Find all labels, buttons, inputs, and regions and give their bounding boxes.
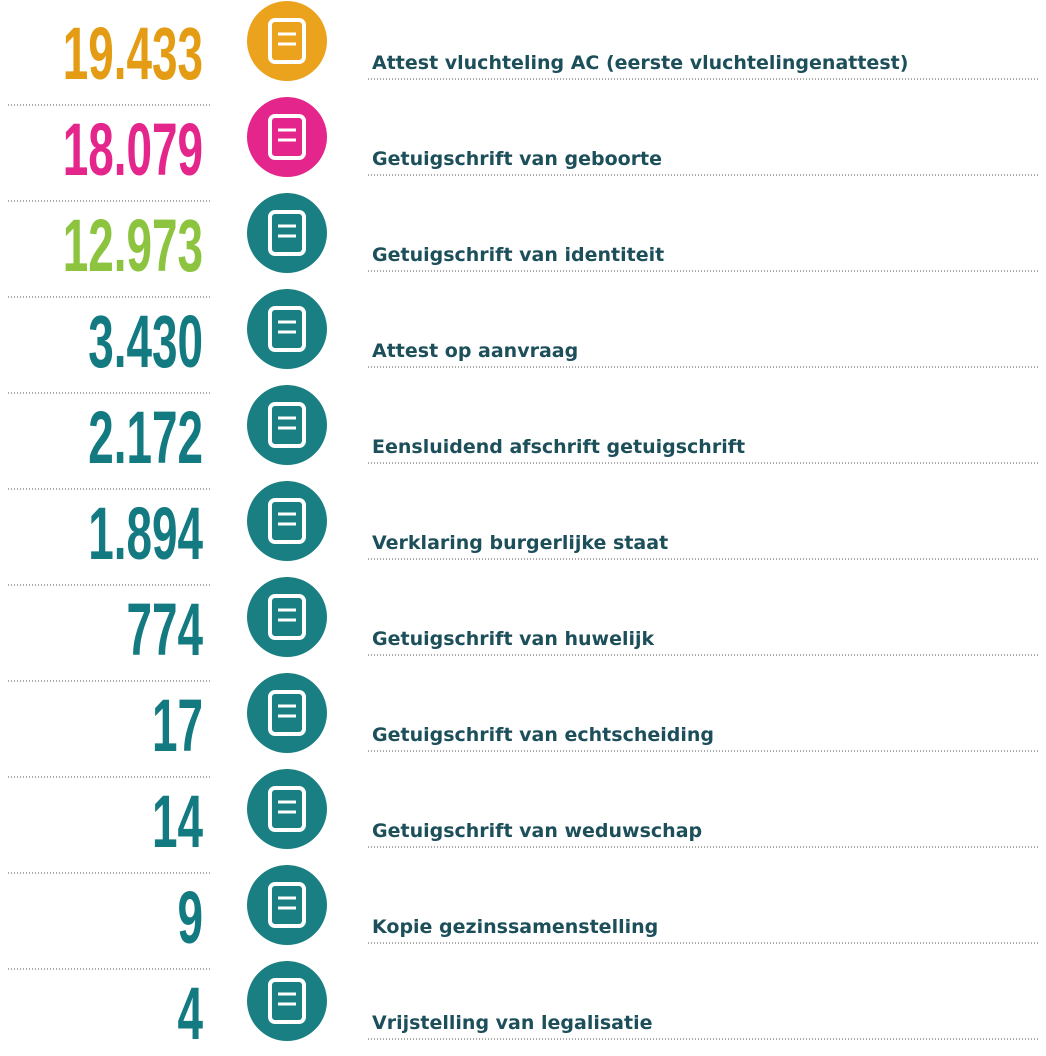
row: 17 Getuigschrift van echtscheiding xyxy=(8,673,1040,768)
document-label: Getuigschrift van geboorte xyxy=(372,148,662,170)
row: 18.079 Getuigschrift van geboorte xyxy=(8,97,1040,192)
count: 12.973 xyxy=(63,205,203,288)
icon xyxy=(247,193,327,273)
count: 2.172 xyxy=(88,397,203,480)
icon-glyph xyxy=(268,882,306,928)
document-label: Verklaring burgerlijke staat xyxy=(372,532,668,554)
row: 2.172 Eensluidend afschrift getuigschrift xyxy=(8,385,1040,480)
icon-glyph xyxy=(268,690,306,736)
icon-glyph xyxy=(268,498,306,544)
count: 14 xyxy=(152,781,203,864)
icon xyxy=(247,289,327,369)
icon xyxy=(247,385,327,465)
row: 774 Getuigschrift van huwelijk xyxy=(8,577,1040,672)
icon xyxy=(247,961,327,1041)
row: 3.430 Attest op aanvraag xyxy=(8,289,1040,384)
icon-glyph xyxy=(268,594,306,640)
row: 1.894 Verklaring burgerlijke staat xyxy=(8,481,1040,576)
icon-glyph xyxy=(268,786,306,832)
icon xyxy=(247,673,327,753)
document-label: Attest vluchteling AC (eerste vluchtelin… xyxy=(372,52,908,74)
document-label: Eensluidend afschrift getuigschrift xyxy=(372,436,745,458)
count: 1.894 xyxy=(88,493,203,576)
document-label: Getuigschrift van huwelijk xyxy=(372,628,655,650)
icon xyxy=(247,577,327,657)
icon xyxy=(247,769,327,849)
icon-glyph xyxy=(268,306,306,352)
icon-glyph xyxy=(268,402,306,448)
document-label: Getuigschrift van echtscheiding xyxy=(372,724,714,746)
count: 19.433 xyxy=(63,13,203,96)
count: 9 xyxy=(177,877,203,960)
count: 18.079 xyxy=(63,109,203,192)
count: 17 xyxy=(152,685,203,768)
count: 3.430 xyxy=(88,301,203,384)
document-label: Getuigschrift van weduwschap xyxy=(372,820,702,842)
count: 4 xyxy=(177,973,203,1056)
document-label: Vrijstelling van legalisatie xyxy=(372,1012,652,1034)
row: 14 Getuigschrift van weduwschap xyxy=(8,769,1040,864)
row: 4 Vrijstelling van legalisatie xyxy=(8,961,1040,1056)
icon-glyph xyxy=(268,18,306,64)
document-label: Attest op aanvraag xyxy=(372,340,578,362)
document-label: Getuigschrift van identiteit xyxy=(372,244,664,266)
count: 774 xyxy=(126,589,203,672)
icon-glyph xyxy=(268,978,306,1024)
icon xyxy=(247,865,327,945)
row: 19.433 Attest vluchteling AC (eerste vluc… xyxy=(63,1,1040,96)
icon-glyph xyxy=(268,210,306,256)
icon xyxy=(247,481,327,561)
row: 12.973 Getuigschrift van identiteit xyxy=(8,193,1040,288)
icon xyxy=(247,1,327,81)
icon-glyph xyxy=(268,114,306,160)
row: 9 Kopie gezinssamenstelling xyxy=(8,865,1040,960)
icon xyxy=(247,97,327,177)
document-label: Kopie gezinssamenstelling xyxy=(372,916,658,938)
